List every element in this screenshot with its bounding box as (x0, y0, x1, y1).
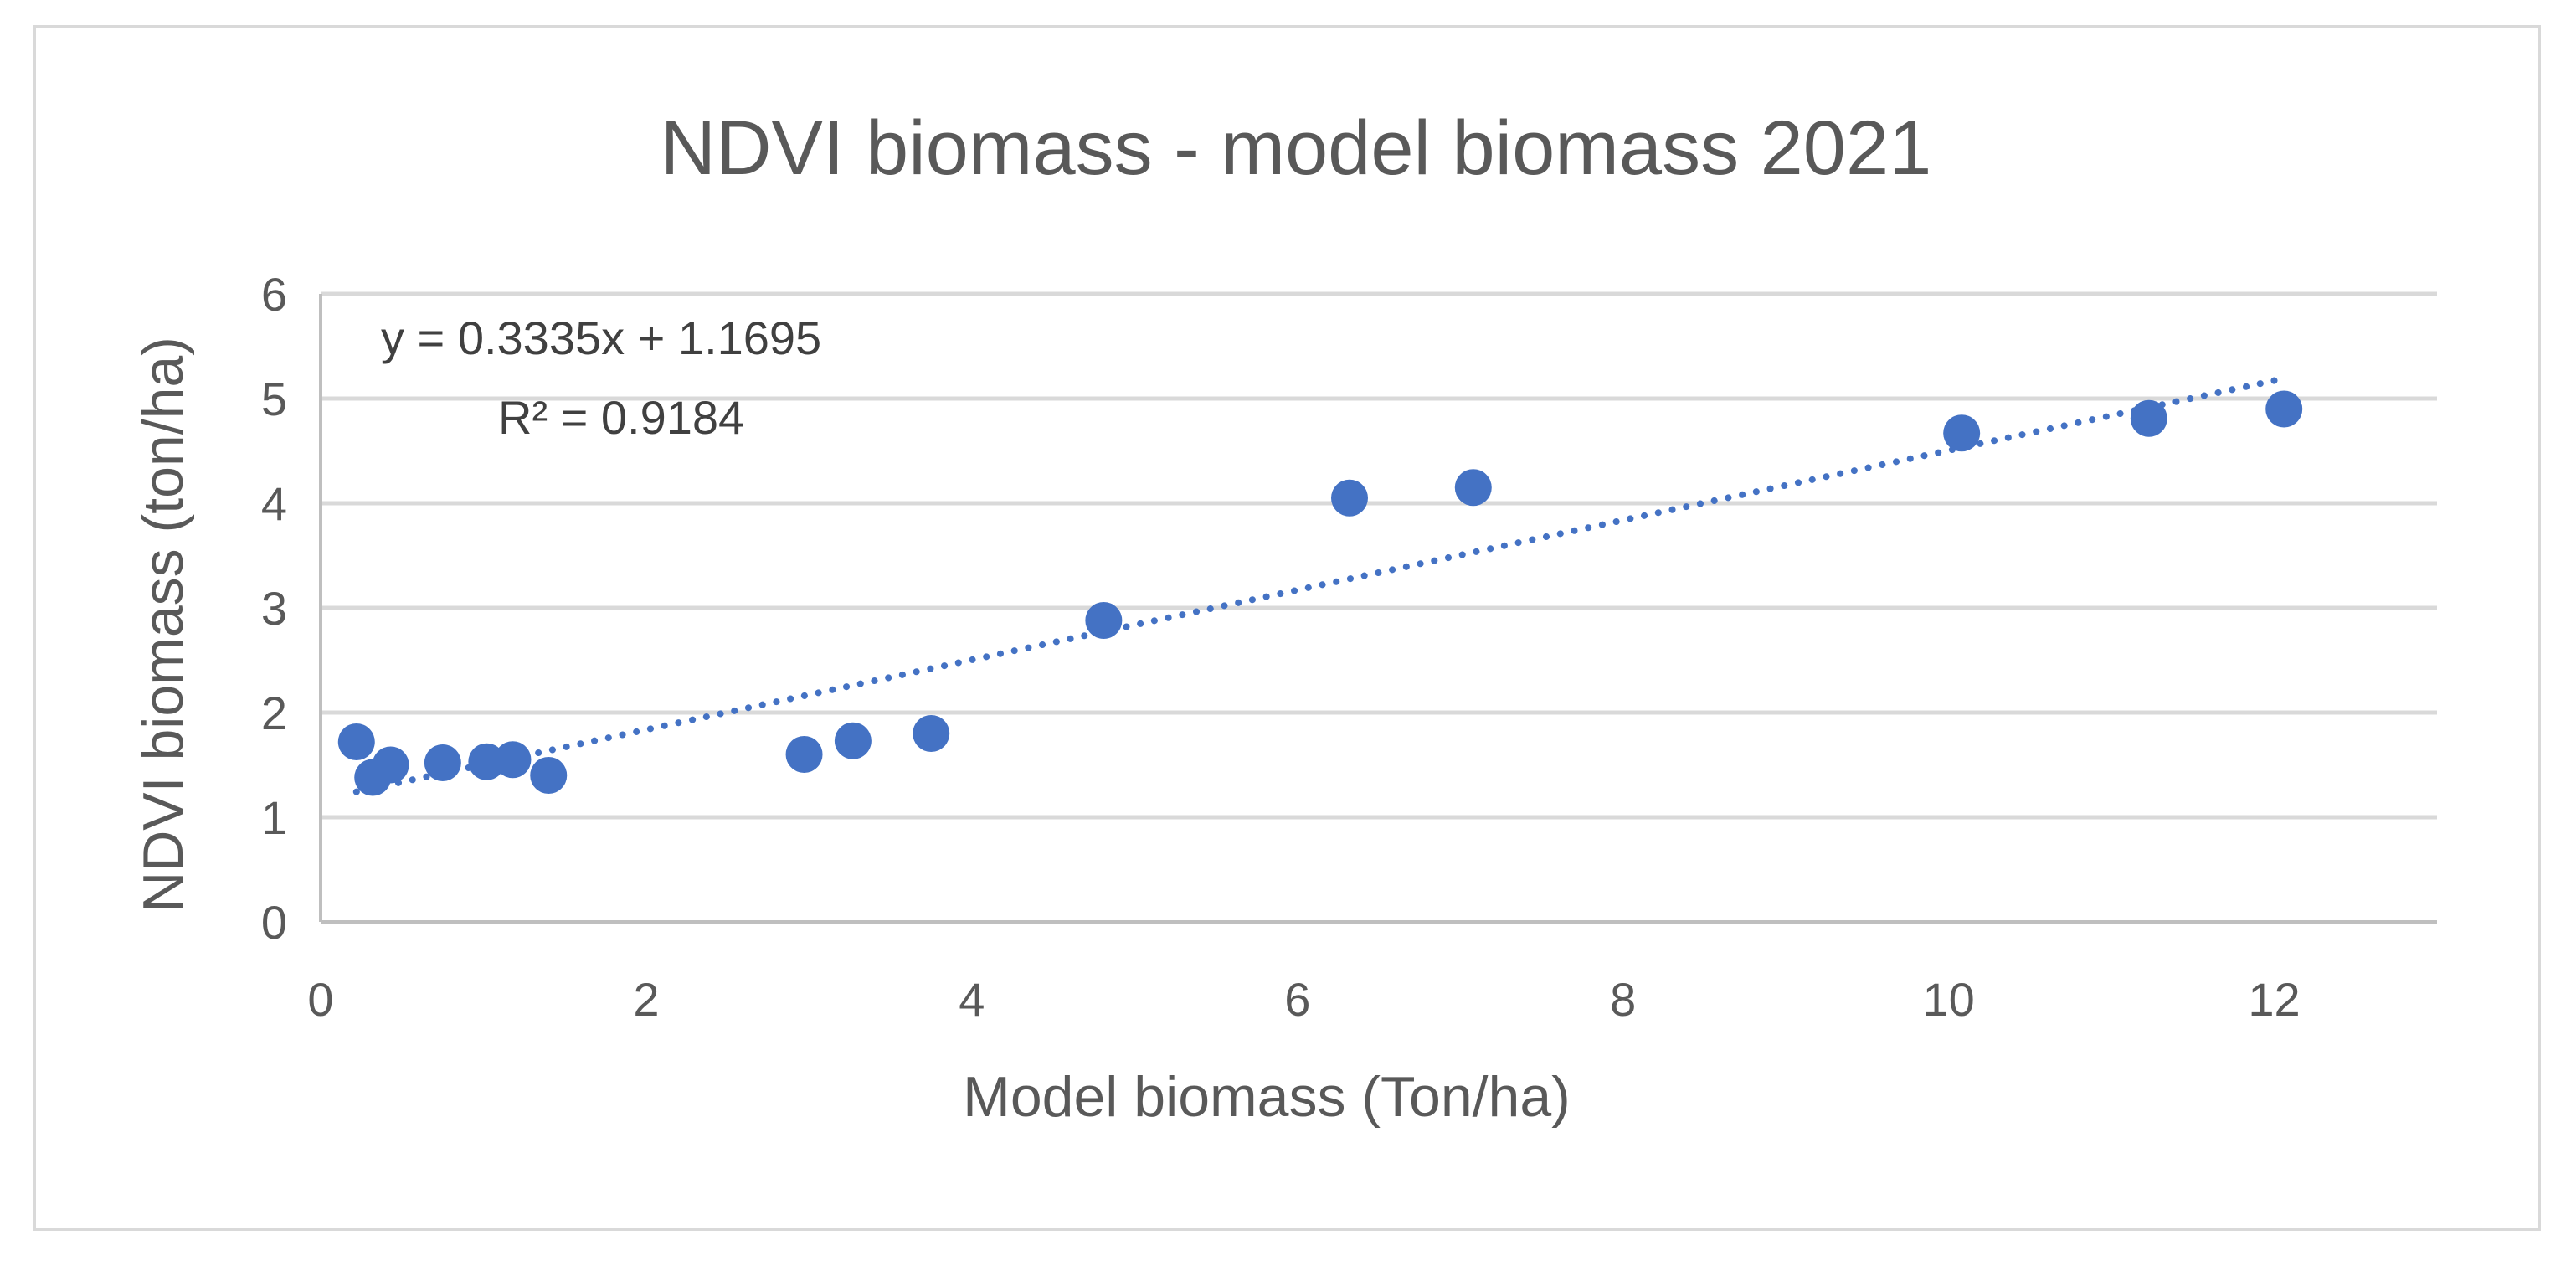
data-point-1 (337, 723, 375, 760)
y-tick-label-3: 3 (261, 582, 287, 635)
gridlines (321, 291, 2437, 820)
trendline-layer (352, 375, 2288, 795)
axes (319, 294, 2437, 924)
data-point-13 (1454, 469, 1492, 507)
data-point-12 (1330, 479, 1368, 517)
trendline-equation: y = 0.3335x + 1.1695 (381, 311, 821, 364)
data-point-10 (913, 715, 950, 752)
data-point-4 (424, 744, 461, 781)
data-point-14 (1943, 414, 1981, 452)
scatter-chart: NDVI biomass - model biomass 2021 012345… (131, 106, 2437, 1129)
data-point-11 (1085, 602, 1123, 639)
y-axis-label: NDVI biomass (ton/ha) (131, 337, 195, 913)
data-point-6 (494, 741, 532, 779)
x-tick-label-2: 2 (633, 973, 659, 1026)
x-tick-label-12: 12 (2248, 973, 2300, 1026)
y-tick-label-1: 1 (261, 791, 287, 844)
y-tick-label-4: 4 (261, 477, 287, 530)
y-tick-label-5: 5 (261, 373, 287, 425)
data-point-7 (530, 757, 568, 794)
y-tick-label-6: 6 (261, 268, 287, 321)
x-tick-label-0: 0 (307, 973, 333, 1026)
data-point-16 (2265, 390, 2303, 428)
trendline-r-squared: R² = 0.9184 (498, 391, 744, 444)
x-tick-label-6: 6 (1284, 973, 1310, 1026)
y-tick-label-0: 0 (261, 896, 287, 949)
data-points (337, 390, 2303, 796)
data-point-15 (2130, 399, 2167, 437)
x-tick-label-10: 10 (1922, 973, 1974, 1026)
data-point-8 (785, 736, 823, 773)
data-point-3 (372, 746, 409, 784)
y-tick-label-2: 2 (261, 687, 287, 739)
data-point-9 (834, 722, 872, 759)
trendline (352, 375, 2288, 795)
x-tick-label-4: 4 (959, 973, 985, 1026)
x-axis-label: Model biomass (Ton/ha) (963, 1065, 1571, 1129)
x-tick-label-8: 8 (1610, 973, 1636, 1026)
chart-title: NDVI biomass - model biomass 2021 (661, 106, 1932, 191)
